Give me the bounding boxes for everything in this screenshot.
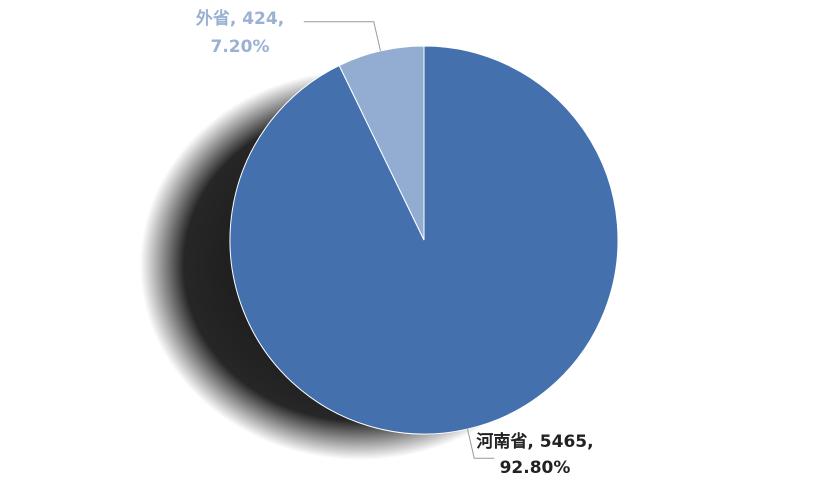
data-labels: 外省, 424, 7.20% 河南省, 5465, 92.80% [196, 8, 594, 478]
data-label-line1: 河南省, 5465, [476, 431, 593, 452]
leader-line [303, 21, 381, 52]
data-label-line1: 外省, 424, [196, 8, 284, 29]
leader-lines [303, 21, 495, 459]
pie-slices [229, 45, 619, 435]
pie-slice [338, 45, 425, 241]
leader-line [467, 428, 495, 459]
data-label-line2: 92.80% [500, 458, 571, 478]
data-label-line2: 7.20% [211, 37, 270, 57]
